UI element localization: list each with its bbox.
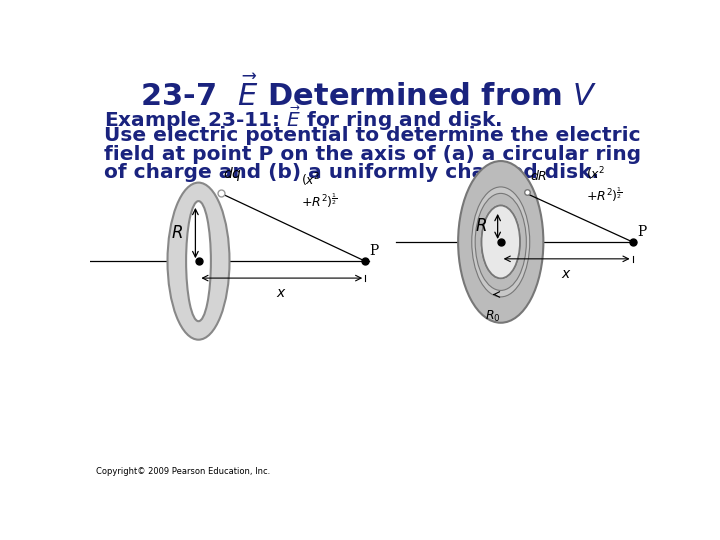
Ellipse shape: [168, 183, 230, 340]
Text: Use electric potential to determine the electric: Use electric potential to determine the …: [104, 126, 641, 145]
Text: of charge and (b) a uniformly charged disk.: of charge and (b) a uniformly charged di…: [104, 164, 599, 183]
Text: $dR$: $dR$: [530, 169, 547, 183]
Text: $(x^2$
$+ R^2)^{\frac{1}{2}}$: $(x^2$ $+ R^2)^{\frac{1}{2}}$: [585, 165, 622, 204]
Text: Copyright© 2009 Pearson Education, Inc.: Copyright© 2009 Pearson Education, Inc.: [96, 467, 271, 476]
Ellipse shape: [482, 206, 520, 278]
Text: P: P: [637, 225, 647, 239]
Text: $R$: $R$: [474, 218, 487, 235]
Text: P: P: [370, 244, 379, 258]
Text: $x$: $x$: [276, 286, 287, 300]
Ellipse shape: [475, 193, 526, 291]
Ellipse shape: [482, 206, 520, 278]
Text: $R_0$: $R_0$: [485, 309, 501, 324]
Text: $(x^2$
$+ R^2)^{\frac{1}{2}}$: $(x^2$ $+ R^2)^{\frac{1}{2}}$: [301, 172, 338, 211]
Ellipse shape: [472, 187, 530, 297]
Ellipse shape: [458, 161, 544, 323]
Ellipse shape: [186, 201, 211, 321]
Text: field at point P on the axis of (a) a circular ring: field at point P on the axis of (a) a ci…: [104, 145, 641, 164]
Text: Example 23-11: $\vec{E}$ for ring and disk.: Example 23-11: $\vec{E}$ for ring and di…: [104, 105, 502, 133]
Text: 23-7  $\vec{E}$ Determined from $V$: 23-7 $\vec{E}$ Determined from $V$: [140, 76, 598, 112]
Text: $dq$: $dq$: [222, 165, 242, 184]
Text: $x$: $x$: [562, 267, 572, 281]
Text: $R$: $R$: [171, 225, 183, 241]
